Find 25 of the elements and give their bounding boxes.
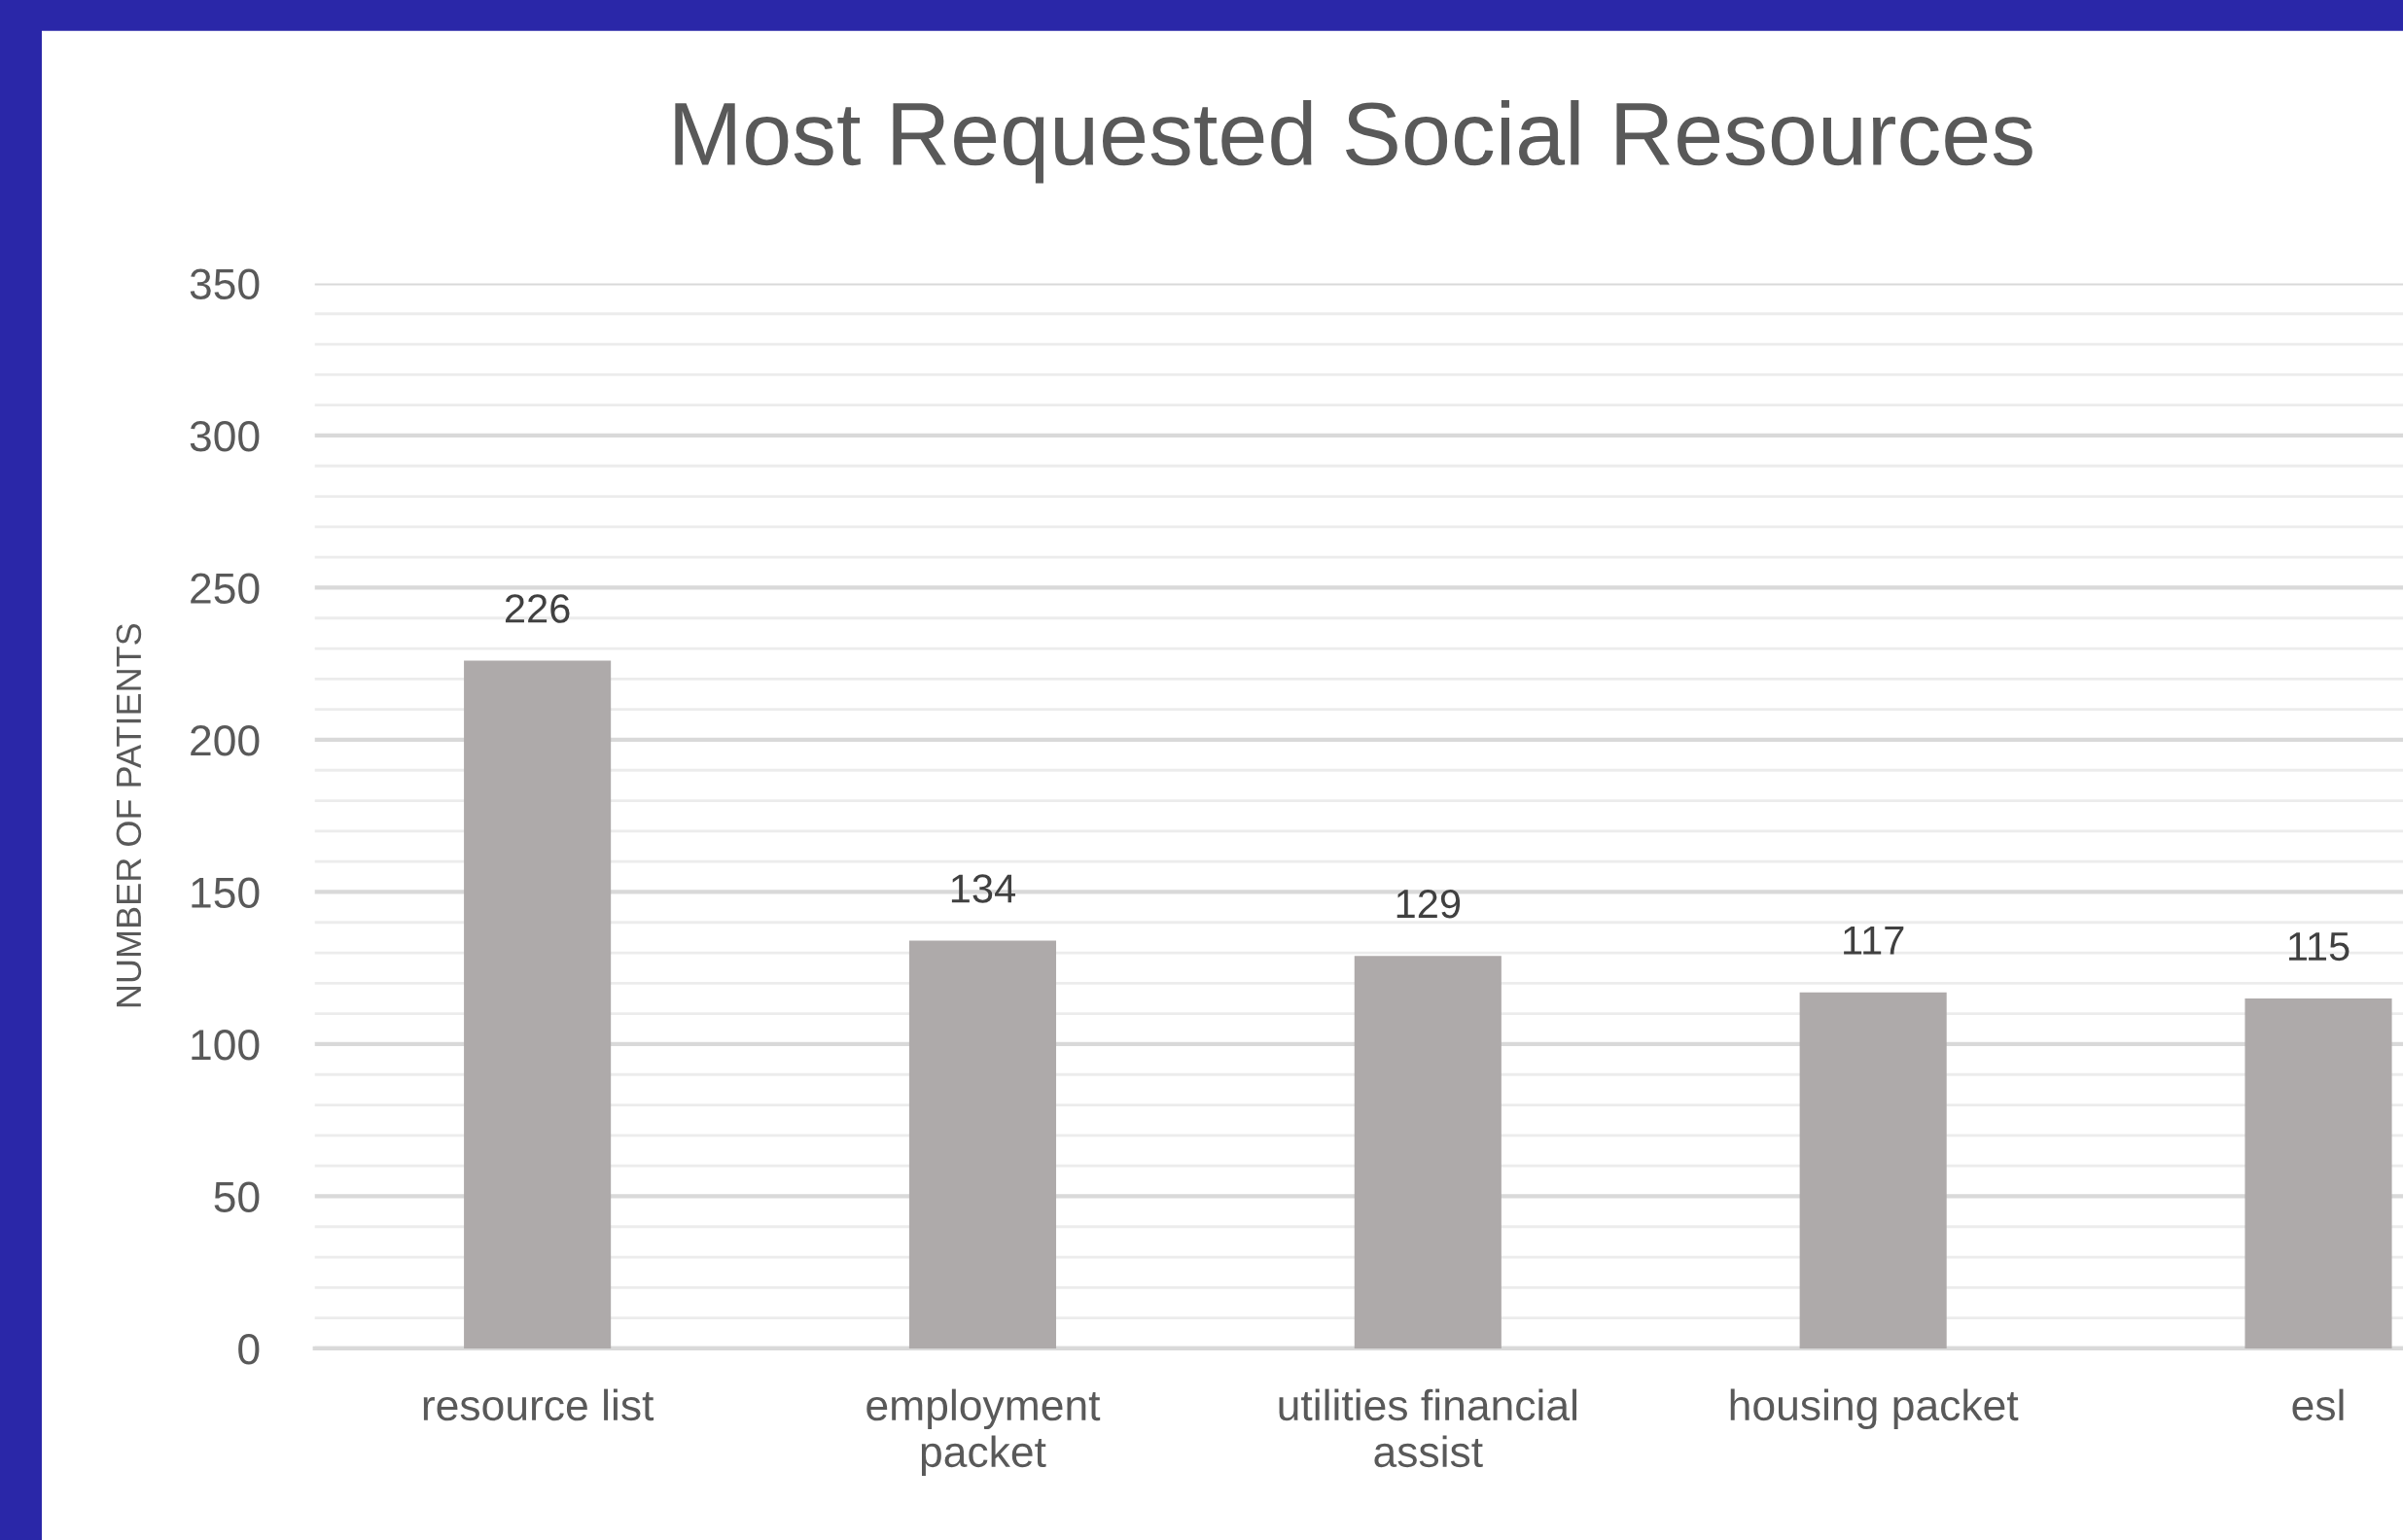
data-label: 115 <box>2288 932 2350 962</box>
bar <box>464 660 612 1348</box>
bar <box>908 940 1057 1348</box>
y-tick-label: 0 <box>238 1334 260 1365</box>
x-tick-label: utilities financial assist <box>1279 1388 1576 1468</box>
bar <box>1354 956 1502 1348</box>
x-tick-label: employment packet <box>866 1388 1101 1476</box>
y-tick-label: 250 <box>191 573 260 604</box>
x-tick-label: resource list <box>423 1388 654 1421</box>
y-tick-label: 150 <box>192 877 260 908</box>
data-label: 226 <box>505 594 570 623</box>
x-tick-label: esl <box>2292 1388 2344 1421</box>
y-tick-label: 100 <box>192 1030 260 1061</box>
data-label: 129 <box>1396 889 1461 919</box>
y-tick-label: 50 <box>214 1181 260 1212</box>
bar <box>2244 998 2392 1348</box>
data-label: 117 <box>1844 926 1904 955</box>
data-label: 134 <box>951 874 1016 903</box>
chart-title: Most Requested Social Resources <box>675 100 2032 184</box>
y-tick-label: 200 <box>191 725 260 756</box>
y-tick-label: 350 <box>190 268 260 299</box>
y-axis-title: NUMBER OF PATIENTS <box>116 623 142 1007</box>
x-tick-label: housing packet <box>1730 1388 2019 1430</box>
bar <box>1799 992 1947 1348</box>
y-tick-label: 300 <box>190 421 260 452</box>
